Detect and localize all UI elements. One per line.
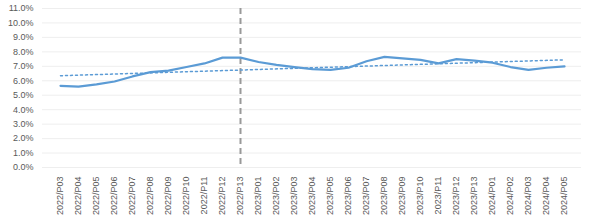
svg-text:2023/P06: 2023/P06 [343, 177, 353, 216]
svg-text:2024/P01: 2024/P01 [487, 177, 497, 216]
svg-text:2023/P02: 2023/P02 [271, 177, 281, 216]
svg-text:2022/P08: 2022/P08 [145, 177, 155, 216]
svg-text:3.0%: 3.0% [13, 119, 34, 129]
svg-text:9.0%: 9.0% [13, 32, 34, 42]
svg-text:0.0%: 0.0% [13, 162, 34, 172]
svg-text:1.0%: 1.0% [13, 148, 34, 158]
svg-text:2023/P04: 2023/P04 [307, 177, 317, 216]
svg-text:2022/P10: 2022/P10 [181, 177, 191, 216]
svg-text:2023/P11: 2023/P11 [433, 177, 443, 215]
svg-text:2022/P05: 2022/P05 [91, 177, 101, 216]
svg-text:2024/P02: 2024/P02 [505, 177, 515, 216]
svg-text:2022/P07: 2022/P07 [127, 177, 137, 216]
svg-text:2023/P03: 2023/P03 [289, 177, 299, 216]
svg-text:2022/P04: 2022/P04 [73, 177, 83, 216]
svg-text:2023/P05: 2023/P05 [325, 177, 335, 216]
svg-text:2.0%: 2.0% [13, 133, 34, 143]
svg-text:2023/P10: 2023/P10 [415, 177, 425, 216]
svg-text:2023/P12: 2023/P12 [451, 177, 461, 216]
svg-text:11.0%: 11.0% [9, 3, 34, 13]
svg-text:2023/P07: 2023/P07 [361, 177, 371, 216]
svg-text:2022/P03: 2022/P03 [55, 177, 65, 216]
svg-text:2022/P11: 2022/P11 [199, 177, 209, 215]
svg-text:2023/P09: 2023/P09 [397, 177, 407, 216]
svg-text:5.0%: 5.0% [13, 90, 34, 100]
svg-text:2024/P03: 2024/P03 [523, 177, 533, 216]
svg-text:2023/P08: 2023/P08 [379, 177, 389, 216]
svg-text:4.0%: 4.0% [13, 105, 34, 115]
svg-text:2024/P04: 2024/P04 [541, 177, 551, 216]
svg-text:7.0%: 7.0% [13, 61, 34, 71]
svg-text:2022/P12: 2022/P12 [217, 177, 227, 216]
svg-text:2024/P05: 2024/P05 [559, 177, 569, 216]
svg-text:8.0%: 8.0% [13, 47, 34, 57]
svg-text:10.0%: 10.0% [8, 18, 34, 28]
svg-text:2023/P01: 2023/P01 [253, 177, 263, 216]
svg-text:2022/P09: 2022/P09 [163, 177, 173, 216]
svg-text:2022/P13: 2022/P13 [235, 177, 245, 216]
svg-text:6.0%: 6.0% [13, 76, 34, 86]
svg-text:2022/P06: 2022/P06 [109, 177, 119, 216]
svg-text:2023/P13: 2023/P13 [469, 177, 479, 216]
